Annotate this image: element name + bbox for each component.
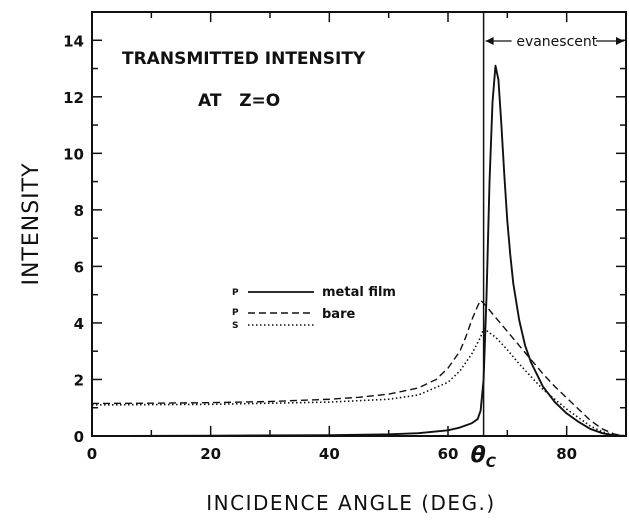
axis-ticks: 0 20 40 60 80 0 2 4 6 8 10 12 14 xyxy=(63,11,627,463)
critical-angle-symbol: θ xyxy=(471,443,486,468)
y-tick-label: 12 xyxy=(63,89,84,107)
series-line-metal-film-0 xyxy=(91,64,627,437)
evanescent-label: evanescent xyxy=(516,34,597,50)
x-tick-label: 0 xyxy=(87,445,97,463)
legend-label-metal: metal film xyxy=(322,285,396,300)
chart-title-line2: AT Z=O xyxy=(198,91,280,111)
legend-pol-s: S xyxy=(232,321,238,331)
y-axis-label: INTENSITY xyxy=(19,162,44,285)
y-tick-label: 0 xyxy=(74,428,84,446)
y-tick-label: 2 xyxy=(74,371,84,389)
legend: P metal film P bare S xyxy=(232,285,396,331)
x-tick-label: 40 xyxy=(319,445,340,463)
plot-frame xyxy=(91,11,627,437)
y-tick-label: 4 xyxy=(74,315,84,333)
x-tick-label: 80 xyxy=(556,445,577,463)
legend-pol-metal: P xyxy=(232,288,239,298)
critical-angle-subscript: C xyxy=(486,455,497,471)
y-tick-label: 8 xyxy=(74,202,84,220)
critical-angle-label: θC xyxy=(471,443,497,471)
x-tick-label: 20 xyxy=(200,445,221,463)
evanescent-arrowhead-left xyxy=(485,37,494,45)
series-line-s-2 xyxy=(91,327,627,437)
y-tick-label: 14 xyxy=(63,32,84,50)
chart-title-line1: TRANSMITTED INTENSITY xyxy=(122,49,366,69)
series-line-bare-1 xyxy=(91,299,627,437)
x-axis-label: INCIDENCE ANGLE (DEG.) xyxy=(206,491,495,515)
legend-pol-bare: P xyxy=(232,308,239,318)
evanescent-marker: evanescent xyxy=(485,34,624,50)
y-tick-label: 10 xyxy=(63,145,84,163)
y-tick-label: 6 xyxy=(74,258,84,276)
x-tick-label: 60 xyxy=(438,445,459,463)
legend-label-bare: bare xyxy=(322,307,355,322)
evanescent-arrowhead-right xyxy=(616,37,624,45)
series-curves xyxy=(91,64,627,437)
